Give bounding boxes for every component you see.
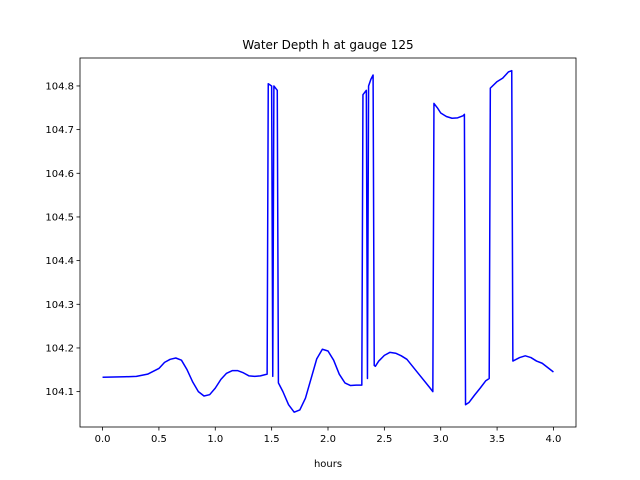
x-tick-label: 0.5 xyxy=(151,434,167,445)
x-axis: 0.0 0.5 1.0 1.5 2.0 2.5 3.0 3.5 4.0 xyxy=(95,427,562,445)
x-tick-label: 2.0 xyxy=(320,434,336,445)
y-tick-label: 104.3 xyxy=(45,300,74,311)
x-tick-label: 4.0 xyxy=(546,434,562,445)
x-tick-label: 1.5 xyxy=(264,434,280,445)
x-tick-label: 0.0 xyxy=(95,434,111,445)
x-axis-label: hours xyxy=(314,459,342,470)
plot-area xyxy=(79,57,577,428)
x-tick-label: 2.5 xyxy=(376,434,392,445)
y-tick-label: 104.5 xyxy=(45,212,74,223)
y-tick-label: 104.2 xyxy=(45,343,74,354)
y-tick-label: 104.7 xyxy=(45,125,74,136)
x-tick-label: 3.5 xyxy=(489,434,505,445)
y-tick-label: 104.1 xyxy=(45,387,74,398)
chart-title: Water Depth h at gauge 125 xyxy=(242,38,413,52)
series-line-0 xyxy=(102,69,554,413)
y-tick-label: 104.4 xyxy=(45,256,74,267)
x-tick-label: 1.0 xyxy=(207,434,223,445)
y-tick-label: 104.6 xyxy=(45,169,74,180)
y-tick-label: 104.8 xyxy=(45,81,74,92)
axes-frame xyxy=(79,57,577,428)
x-tick-label: 3.0 xyxy=(433,434,449,445)
y-axis: 104.1 104.2 104.3 104.4 104.5 104.6 104.7 104.8 xyxy=(45,81,80,398)
